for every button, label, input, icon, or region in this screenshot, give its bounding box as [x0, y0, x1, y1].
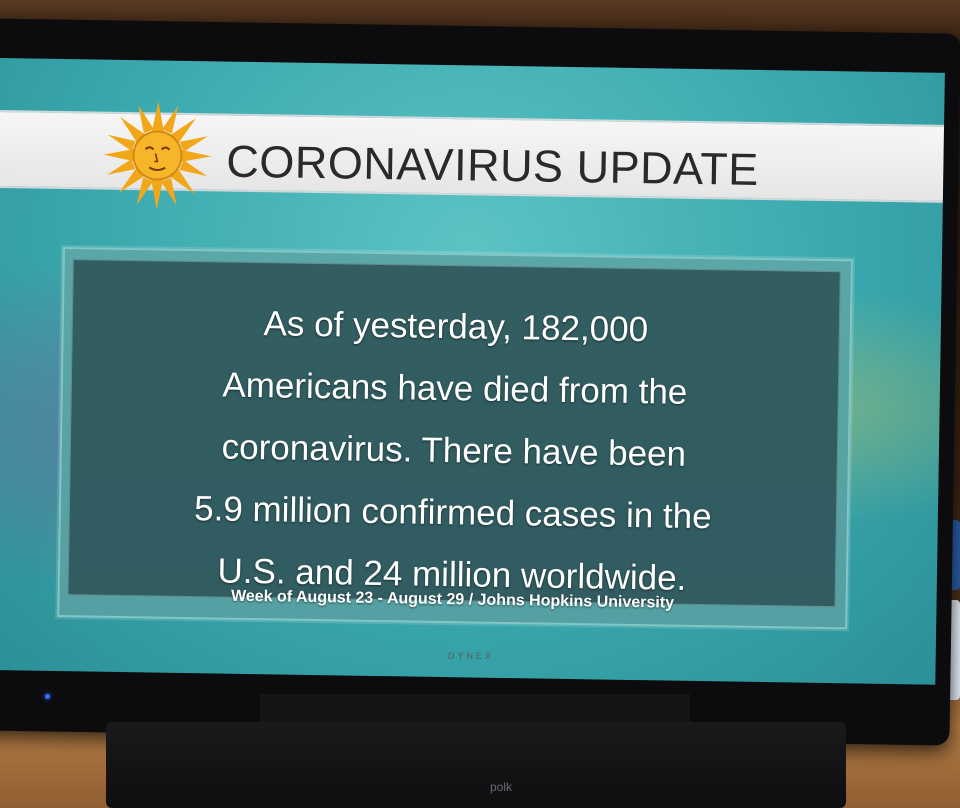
soundbar — [106, 722, 846, 808]
message-line: coronavirus. There have been — [221, 427, 687, 474]
soundbar-logo: polk — [490, 780, 513, 794]
tv-screen: CORONAVIRUS UPDATE As of yesterday, 182,… — [0, 58, 945, 685]
message-panel-inner: As of yesterday, 182,000 Americans have … — [67, 259, 841, 608]
page-title: CORONAVIRUS UPDATE — [226, 135, 760, 195]
power-led-indicator — [45, 694, 50, 699]
message-line: 5.9 million confirmed cases in the — [193, 489, 712, 537]
tv-brand-label: DYNEX — [448, 651, 495, 661]
message-panel: As of yesterday, 182,000 Americans have … — [57, 247, 853, 630]
message-line: Americans have died from the — [222, 365, 688, 412]
update-message: As of yesterday, 182,000 Americans have … — [88, 290, 819, 611]
message-line: As of yesterday, 182,000 — [263, 304, 649, 350]
sun-logo-icon — [103, 101, 212, 210]
